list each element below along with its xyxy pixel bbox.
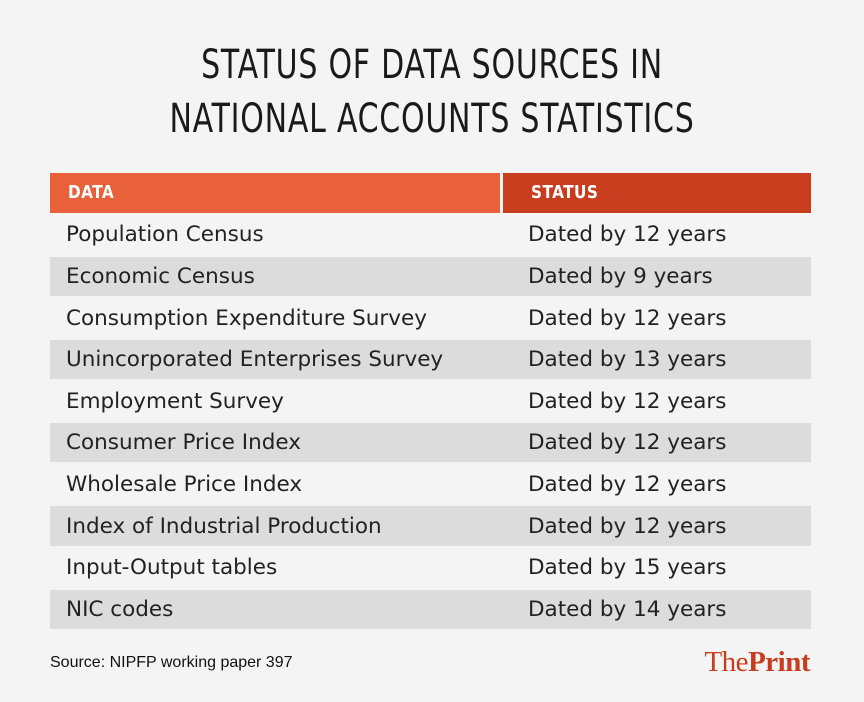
row-data: Input-Output tables xyxy=(66,555,278,581)
row-status: Dated by 12 years xyxy=(528,305,727,331)
theprint-logo: ThePrint xyxy=(704,646,810,679)
row-status: Dated by 13 years xyxy=(528,347,727,373)
row-status: Dated by 14 years xyxy=(528,596,727,622)
row-data: Employment Survey xyxy=(66,388,284,414)
row-data: Wholesale Price Index xyxy=(66,471,303,497)
row-data: Index of Industrial Production xyxy=(66,513,382,539)
table-row: Employment Survey Dated by 12 years xyxy=(50,382,811,421)
logo-the: The xyxy=(704,646,749,678)
row-status: Dated by 15 years xyxy=(528,555,727,581)
header-data: DATA xyxy=(50,173,500,213)
table-row: Consumption Expenditure Survey Dated by … xyxy=(50,299,811,338)
header-status: STATUS xyxy=(503,173,811,213)
row-status: Dated by 12 years xyxy=(528,430,727,456)
table-row: Wholesale Price Index Dated by 12 years xyxy=(50,465,811,504)
table-row: Economic Census Dated by 9 years xyxy=(50,256,811,297)
row-data: NIC codes xyxy=(66,596,174,622)
table-row: Input-Output tables Dated by 15 years xyxy=(50,548,811,587)
row-status: Dated by 12 years xyxy=(528,222,727,248)
table-row: Consumer Price Index Dated by 12 years xyxy=(50,423,811,463)
source-note: Source: NIPFP working paper 397 xyxy=(50,654,293,671)
table-row: Unincorporated Enterprises Survey Dated … xyxy=(50,340,811,380)
title-line-2: NATIONAL ACCOUNTS STATISTICS xyxy=(169,96,695,142)
row-data: Population Census xyxy=(66,222,264,248)
row-status: Dated by 12 years xyxy=(528,513,727,539)
table-row: NIC codes Dated by 14 years xyxy=(50,589,811,629)
row-data: Consumer Price Index xyxy=(66,430,301,456)
row-data: Unincorporated Enterprises Survey xyxy=(66,347,444,373)
table-row: Index of Industrial Production Dated by … xyxy=(50,506,811,546)
row-status: Dated by 12 years xyxy=(528,471,727,497)
table-header: DATA STATUS xyxy=(50,173,811,213)
data-sources-table: DATA STATUS Population Census Dated by 1… xyxy=(50,173,811,629)
row-status: Dated by 12 years xyxy=(528,388,727,414)
header-separator xyxy=(500,173,503,213)
row-data: Economic Census xyxy=(66,264,255,290)
logo-print: Print xyxy=(748,646,810,678)
page-title: STATUS OF DATA SOURCES IN NATIONAL ACCOU… xyxy=(0,38,864,146)
title-line-1: STATUS OF DATA SOURCES IN xyxy=(201,42,663,88)
table-row: Population Census Dated by 12 years xyxy=(50,215,811,254)
row-data: Consumption Expenditure Survey xyxy=(66,305,427,331)
row-status: Dated by 9 years xyxy=(528,264,713,290)
